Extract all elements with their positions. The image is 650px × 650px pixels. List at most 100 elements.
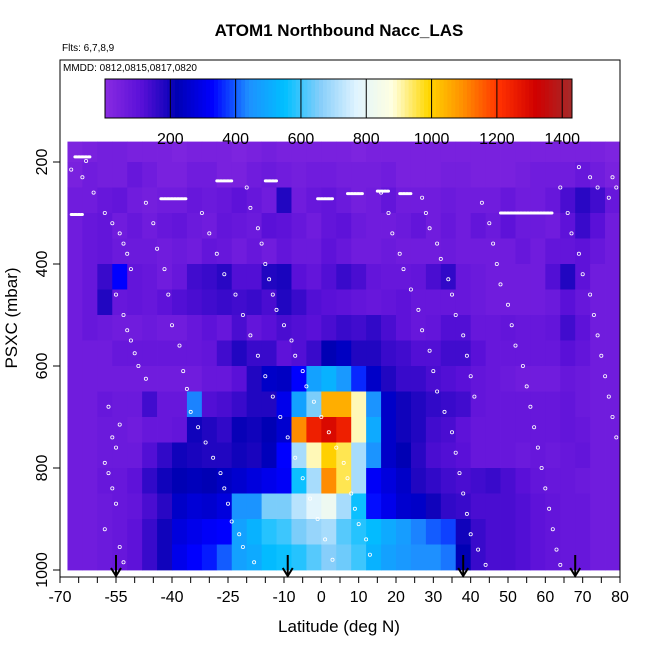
heatmap-cell	[321, 315, 337, 341]
observation-point	[345, 476, 350, 481]
heatmap-cell	[321, 141, 337, 163]
heatmap-cell	[425, 544, 442, 571]
heatmap-cell	[276, 238, 292, 265]
heatmap-cell	[276, 519, 292, 545]
heatmap-cell	[172, 442, 188, 469]
heatmap-cell	[157, 391, 173, 418]
heatmap-cell	[67, 442, 83, 469]
heatmap-cell	[82, 340, 98, 367]
heatmap-cell	[127, 493, 143, 520]
heatmap-cell	[291, 340, 307, 367]
colorbar-tick-label: 400	[222, 131, 249, 148]
colorbar	[104, 78, 573, 119]
heatmap-cell	[112, 366, 128, 392]
heatmap-cell	[306, 340, 322, 367]
heatmap-cell	[142, 264, 158, 290]
heatmap-cell	[216, 289, 233, 316]
heatmap-cell	[410, 391, 427, 418]
heatmap-cell	[515, 442, 531, 469]
heatmap-cell	[560, 264, 576, 290]
heatmap-cell	[545, 289, 561, 316]
heatmap-cell	[560, 238, 576, 265]
heatmap-cell	[321, 213, 337, 239]
heatmap-cell	[605, 213, 621, 239]
colorbar-swatch	[470, 79, 476, 118]
heatmap-cell	[455, 391, 472, 418]
colorbar-swatch	[342, 79, 347, 118]
colorbar-swatch	[509, 79, 515, 118]
heatmap-cell	[440, 315, 457, 341]
heatmap-cell	[366, 213, 382, 239]
heatmap-cell	[530, 315, 546, 341]
colorbar-tick-label: 800	[353, 131, 380, 148]
heatmap-cell	[67, 141, 83, 163]
heatmap-cell	[545, 264, 561, 290]
heatmap-cell	[172, 544, 188, 571]
heatmap-cell	[157, 442, 173, 469]
heatmap-cell	[321, 544, 337, 571]
observation-point	[240, 545, 245, 550]
heatmap-cell	[246, 315, 262, 341]
heatmap-cell	[545, 468, 561, 494]
colorbar-swatch	[299, 79, 304, 118]
heatmap-cell	[590, 289, 606, 316]
heatmap-cell	[127, 162, 143, 188]
colorbar-swatch	[365, 79, 371, 118]
heatmap-cell	[560, 315, 576, 341]
observation-point	[323, 537, 328, 542]
heatmap-cell	[470, 519, 486, 545]
colorbar-swatch	[276, 79, 281, 118]
heatmap-cell	[530, 340, 546, 367]
observation-point	[203, 440, 208, 445]
heatmap-cell	[112, 468, 128, 494]
heatmap-cell	[590, 264, 606, 290]
heatmap-cell	[366, 366, 382, 392]
observation-point	[155, 246, 160, 251]
heatmap-cell	[410, 187, 427, 214]
heatmap-cell	[381, 544, 397, 571]
heatmap-cell	[291, 187, 307, 214]
heatmap-cell	[231, 187, 248, 214]
heatmap-cell	[455, 493, 472, 520]
heatmap-cell	[381, 519, 397, 545]
heatmap-cell	[560, 289, 576, 316]
colorbar-swatch	[147, 79, 153, 118]
colorbar-swatch	[194, 79, 199, 118]
heatmap-cell	[500, 289, 516, 316]
heatmap-cell	[396, 213, 412, 239]
colorbar-swatch	[389, 79, 394, 118]
heatmap-cell	[127, 315, 143, 341]
heatmap-cell	[157, 366, 173, 392]
observation-point	[468, 374, 473, 379]
observation-point	[225, 501, 230, 506]
heatmap-cell	[515, 315, 531, 341]
colorbar-swatch	[151, 79, 157, 118]
heatmap-cell	[590, 340, 606, 367]
heatmap-cell	[485, 366, 501, 392]
x-axis: -70 -55 -40 -25 -10 0 10 20 30 40 50 60 70 80	[48, 577, 629, 606]
heatmap-cell	[605, 493, 621, 520]
heatmap-cell	[366, 442, 382, 469]
observation-point	[494, 261, 499, 266]
heatmap-cell	[381, 213, 397, 239]
colorbar-swatch	[408, 79, 413, 118]
heatmap-cell	[605, 264, 621, 290]
heatmap-cell	[381, 468, 397, 494]
heatmap-cell	[231, 391, 248, 418]
observation-point	[263, 374, 268, 379]
heatmap-cell	[67, 366, 83, 392]
heatmap-cell	[216, 340, 233, 367]
heatmap-cell	[545, 519, 561, 545]
heatmap-cell	[396, 340, 412, 367]
heatmap-cell	[425, 141, 442, 163]
heatmap-cell	[560, 141, 576, 163]
heatmap-cell	[560, 162, 576, 188]
observation-point	[143, 376, 148, 381]
observation-point	[487, 221, 492, 226]
heatmap-cell	[366, 468, 382, 494]
heatmap-cell	[455, 366, 472, 392]
heatmap-cell	[440, 442, 457, 469]
heatmap-cell	[216, 187, 233, 214]
heatmap-cell	[67, 544, 83, 571]
heatmap-cell	[366, 391, 382, 418]
